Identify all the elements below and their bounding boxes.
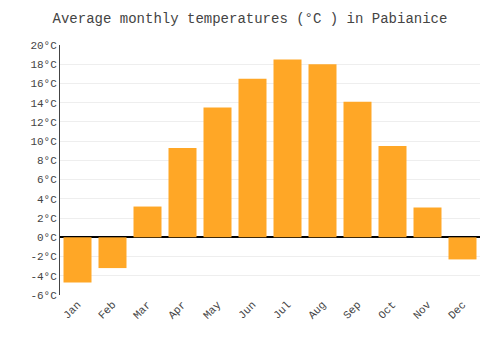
svg-text:20°C: 20°C — [30, 40, 57, 52]
svg-text:May: May — [201, 299, 224, 322]
svg-text:10°C: 10°C — [30, 136, 57, 148]
svg-text:-4°C: -4°C — [30, 271, 57, 283]
svg-text:8°C: 8°C — [37, 155, 57, 167]
svg-text:Mar: Mar — [131, 299, 153, 321]
svg-text:2°C: 2°C — [37, 213, 57, 225]
svg-text:Jan: Jan — [61, 299, 83, 321]
svg-text:Sep: Sep — [341, 299, 363, 321]
svg-text:18°C: 18°C — [30, 59, 57, 71]
svg-text:6°C: 6°C — [37, 174, 57, 186]
svg-text:12°C: 12°C — [30, 117, 57, 129]
svg-text:Jul: Jul — [271, 299, 293, 321]
svg-text:0°C: 0°C — [37, 232, 57, 244]
svg-text:14°C: 14°C — [30, 98, 57, 110]
svg-text:Nov: Nov — [411, 299, 434, 322]
svg-text:16°C: 16°C — [30, 78, 57, 90]
svg-text:Average monthly temperatures (: Average monthly temperatures (°C ) in Pa… — [53, 11, 448, 27]
svg-text:Apr: Apr — [166, 299, 188, 321]
svg-text:-6°C: -6°C — [30, 290, 57, 302]
svg-text:Aug: Aug — [306, 299, 328, 321]
svg-text:Jun: Jun — [236, 299, 258, 321]
svg-text:4°C: 4°C — [37, 194, 57, 206]
svg-text:Dec: Dec — [446, 299, 468, 321]
svg-text:Feb: Feb — [96, 299, 118, 321]
svg-text:-2°C: -2°C — [30, 251, 57, 263]
svg-text:Oct: Oct — [376, 299, 398, 321]
